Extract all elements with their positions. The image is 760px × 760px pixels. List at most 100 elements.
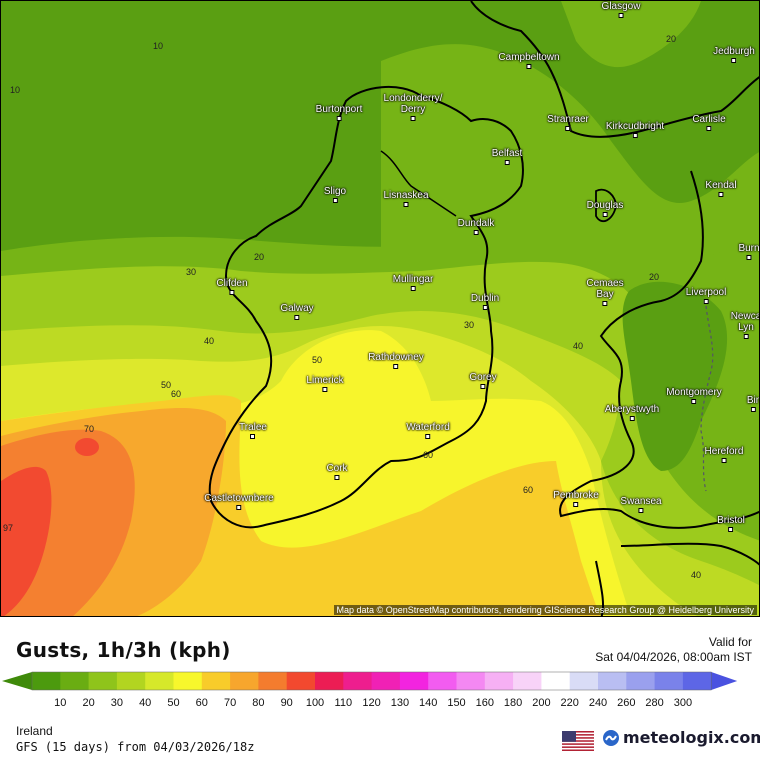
scale-swatch <box>598 672 627 690</box>
city-marker <box>691 399 697 404</box>
city-name: Limerick <box>306 375 344 386</box>
city-label: Cork <box>326 463 348 480</box>
city-label: Pembroke <box>553 490 599 507</box>
valid-time: Sat 04/04/2026, 08:00am IST <box>595 650 752 664</box>
scale-swatch <box>428 672 457 690</box>
scale-tick-label: 30 <box>110 697 124 709</box>
scale-swatch <box>88 672 118 690</box>
scale-swatch <box>541 672 571 690</box>
color-scale-ticks: 10 20 30 40 50 60 70 80 90 100 110 120 130 140 150 160 1… <box>0 697 760 711</box>
city-label: Jedburgh <box>713 46 755 63</box>
city-label: Lisnaskea <box>383 190 429 207</box>
scale-swatch <box>626 672 656 690</box>
city-marker <box>236 505 242 510</box>
scale-tick-label: 140 <box>419 697 438 709</box>
city-marker <box>334 475 340 480</box>
city-name: Pembroke <box>553 490 599 501</box>
city-name: Gorey <box>469 372 497 383</box>
city-marker <box>602 212 608 217</box>
scale-swatch <box>286 672 316 690</box>
city-name: Hereford <box>704 446 744 457</box>
city-marker <box>425 434 431 439</box>
map-title: Gusts, 1h/3h (kph) <box>16 638 231 662</box>
city-label: Galway <box>280 303 314 320</box>
city-marker <box>482 305 488 310</box>
scale-right-cap <box>711 672 738 690</box>
city-marker <box>573 502 579 507</box>
city-name: Kirkcudbright <box>605 121 665 132</box>
city-marker <box>731 58 737 63</box>
scale-swatch <box>569 672 599 690</box>
city-marker <box>332 198 338 203</box>
city-name: Kendal <box>705 180 737 191</box>
city-name: Londonderry/ <box>383 93 443 104</box>
contour-label: 50 <box>160 380 172 390</box>
city-name: Galway <box>280 303 314 314</box>
city-marker <box>229 290 235 295</box>
us-flag-icon[interactable] <box>562 731 594 751</box>
city-marker <box>410 286 416 291</box>
scale-tick-label: 150 <box>447 697 466 709</box>
city-marker <box>565 126 571 131</box>
city-marker <box>718 192 724 197</box>
city-label: Aberystwyth <box>605 404 659 421</box>
scale-swatch <box>484 672 514 690</box>
city-name: Stranraer <box>547 114 589 125</box>
city-name: Aberystwyth <box>604 404 660 415</box>
scale-tick-label: 120 <box>362 697 381 709</box>
contour-label: 70 <box>83 424 95 434</box>
city-marker <box>473 230 479 235</box>
city-label: Campbeltown <box>498 52 560 69</box>
city-label: Dublin <box>471 293 499 310</box>
city-marker <box>526 64 532 69</box>
scale-swatch <box>343 672 373 690</box>
city-marker <box>250 434 256 439</box>
city-label: Burn <box>738 243 759 260</box>
city-label: Swansea <box>620 496 662 513</box>
scale-swatch <box>60 672 90 690</box>
weather-map[interactable]: Glasgow Jedburgh Campbeltown Londonderry/De… <box>0 0 760 617</box>
scale-tick-label: 70 <box>223 697 237 709</box>
scale-tick-label: 60 <box>195 697 208 709</box>
region-label: Ireland <box>16 724 53 738</box>
scale-swatch <box>145 672 174 690</box>
city-marker <box>629 416 635 421</box>
city-label: Dundalk <box>458 218 494 235</box>
city-name: Glasgow <box>601 1 641 12</box>
brand-link[interactable]: meteologix.com <box>602 728 760 747</box>
scale-tick-label: 280 <box>645 697 664 709</box>
scale-tick-label: 240 <box>588 697 608 709</box>
scale-swatch <box>315 672 344 690</box>
city-label: Bir <box>747 395 759 412</box>
city-name: Liverpool <box>685 287 727 298</box>
city-label: Kendal <box>705 180 737 197</box>
city-label: Hereford <box>704 446 744 463</box>
contour-label: 97 <box>2 523 14 533</box>
city-name: Bir <box>746 395 760 406</box>
scale-swatch <box>371 672 401 690</box>
contour-label: 10 <box>9 85 21 95</box>
city-label: Liverpool <box>685 287 727 304</box>
scale-tick-label: 200 <box>532 697 551 709</box>
city-name: Belfast <box>491 148 523 159</box>
contour-label: 40 <box>203 336 215 346</box>
city-marker <box>504 160 510 165</box>
scale-tick-label: 220 <box>560 697 579 709</box>
city-name: Carlisle <box>692 114 726 125</box>
contour-label: 50 <box>311 355 323 365</box>
city-name: Lyn <box>738 322 754 333</box>
scale-swatch <box>513 672 542 690</box>
city-label: Glasgow <box>601 1 641 18</box>
city-name: Swansea <box>620 496 662 507</box>
contour-label: 20 <box>665 34 677 44</box>
city-name: Newca <box>730 311 760 322</box>
city-name: Cork <box>326 463 348 474</box>
valid-label: Valid for <box>708 635 752 649</box>
scale-tick-label: 100 <box>305 697 325 709</box>
contour-label: 20 <box>648 272 660 282</box>
city-name: Lisnaskea <box>383 190 429 201</box>
contour-label: 60 <box>522 485 534 495</box>
scale-swatch <box>116 672 146 690</box>
city-label: Belfast <box>491 148 523 165</box>
city-label: Clifden <box>216 278 248 295</box>
